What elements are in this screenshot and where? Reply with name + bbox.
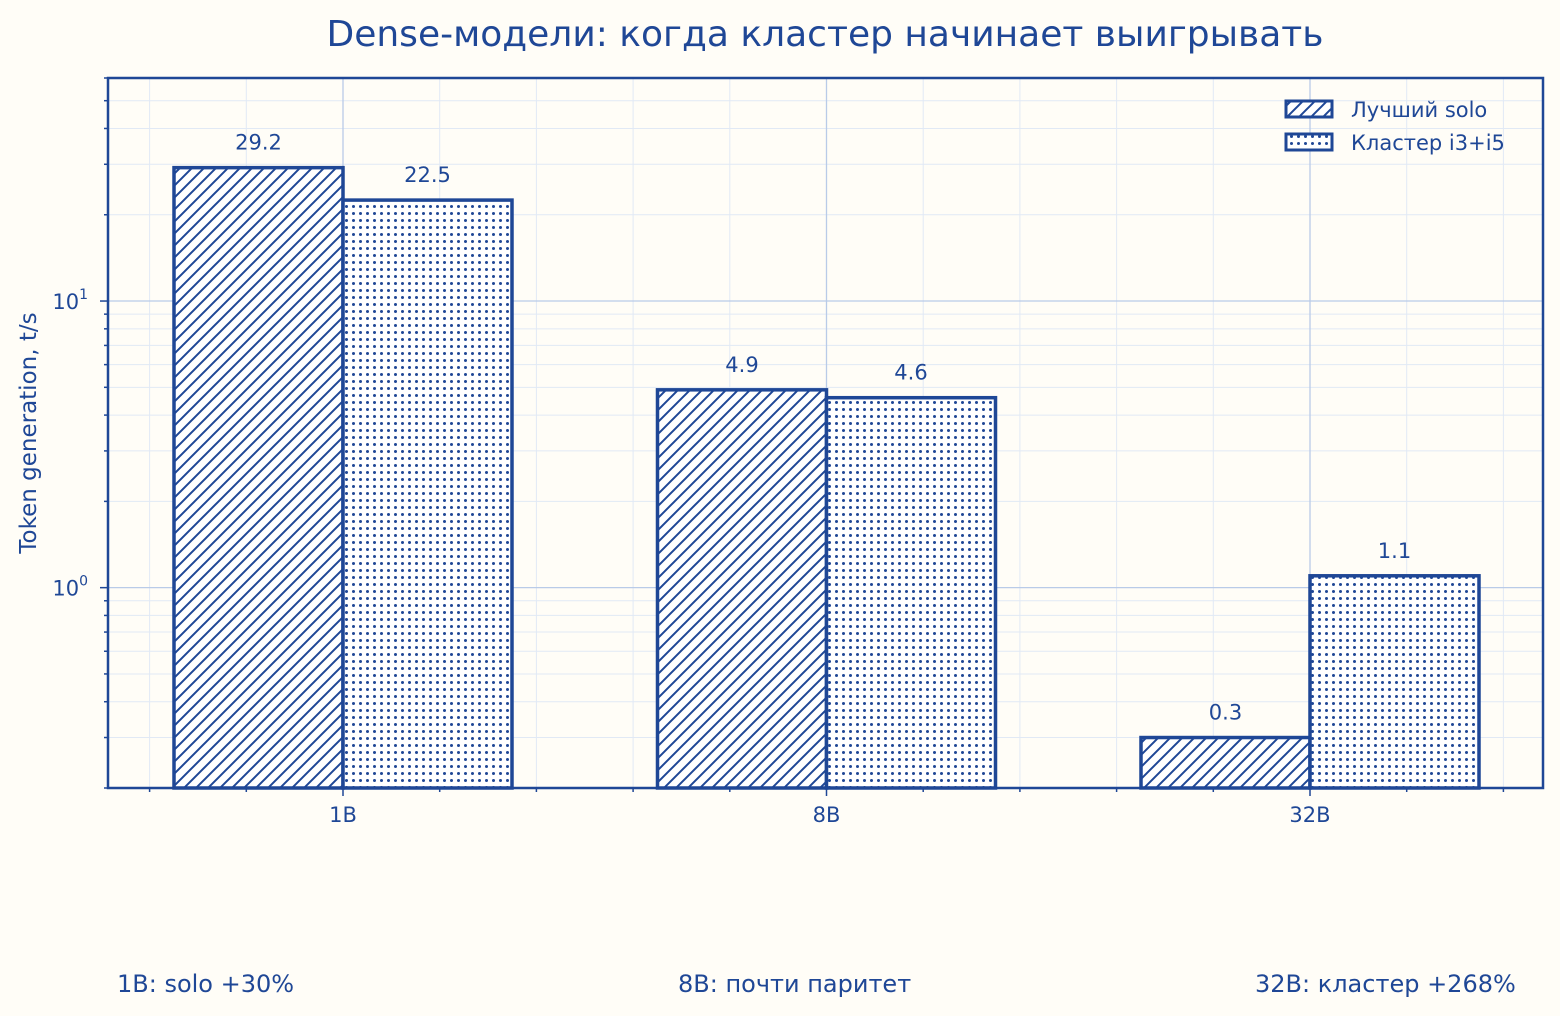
data-label: 4.9 [725, 353, 758, 377]
chart-title: Dense-модели: когда кластер начинает выи… [327, 14, 1324, 55]
data-label: 4.6 [894, 361, 927, 385]
bar-8b-series-2 [824, 395, 998, 790]
footnote-32b: 32B: кластер +268% [1255, 970, 1516, 998]
legend-label-1: Лучший solo [1351, 98, 1487, 122]
y-tick-label: 101 [52, 287, 88, 314]
legend-swatch-1 [1284, 99, 1334, 119]
data-label: 29.2 [235, 131, 282, 155]
footnote-1b: 1B: solo +30% [117, 970, 295, 998]
footnote-8b: 8B: почти паритет [678, 970, 912, 998]
axes [100, 76, 1545, 796]
plot-frame [106, 76, 1545, 790]
data-label: 0.3 [1209, 701, 1242, 725]
bar-1b-series-2 [341, 198, 514, 790]
x-tick-label: 32B [1289, 803, 1330, 827]
x-tick-label: 8B [813, 803, 841, 827]
data-label: 22.5 [404, 163, 451, 187]
y-axis-label: Token generation, t/s [16, 312, 42, 554]
data-labels: 29.2 4.9 0.3 22.5 4.6 1.1 [235, 131, 1411, 725]
x-tick-label: 1B [329, 803, 357, 827]
bar-32b-series-1 [1139, 735, 1312, 790]
legend: Лучший solo Кластер i3+i5 [1284, 98, 1505, 155]
y-tick-label: 100 [52, 574, 88, 601]
x-ticks: 1B 8B 32B [329, 803, 1330, 827]
y-ticks: 100 101 [52, 287, 88, 601]
legend-label-2: Кластер i3+i5 [1351, 131, 1505, 155]
bar-32b-series-2 [1308, 574, 1481, 790]
bars [172, 165, 1481, 790]
legend-swatch-2 [1284, 132, 1334, 152]
bar-1b-series-1 [172, 165, 345, 790]
data-label: 1.1 [1378, 539, 1411, 563]
bar-8b-series-1 [655, 388, 829, 790]
